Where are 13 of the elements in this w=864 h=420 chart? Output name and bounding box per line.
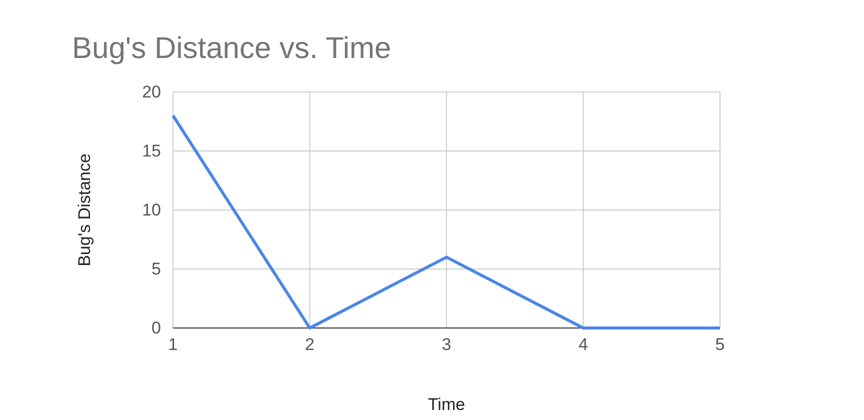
x-tick-label: 3 — [442, 335, 452, 354]
y-tick-label: 5 — [152, 259, 161, 278]
x-tick-label: 1 — [168, 335, 178, 354]
chart-title: Bug's Distance vs. Time — [72, 32, 392, 65]
y-tick-label: 0 — [152, 318, 161, 338]
y-axis-title: Bug's Distance — [75, 154, 94, 266]
x-tick-label: 2 — [305, 335, 314, 354]
x-tick-label: 4 — [578, 335, 588, 354]
y-tick-label: 10 — [142, 200, 161, 220]
x-axis-title: Time — [428, 395, 466, 414]
y-tick-label: 20 — [142, 82, 161, 102]
x-tick-label: 5 — [715, 335, 725, 354]
y-tick-label: 15 — [142, 141, 161, 160]
